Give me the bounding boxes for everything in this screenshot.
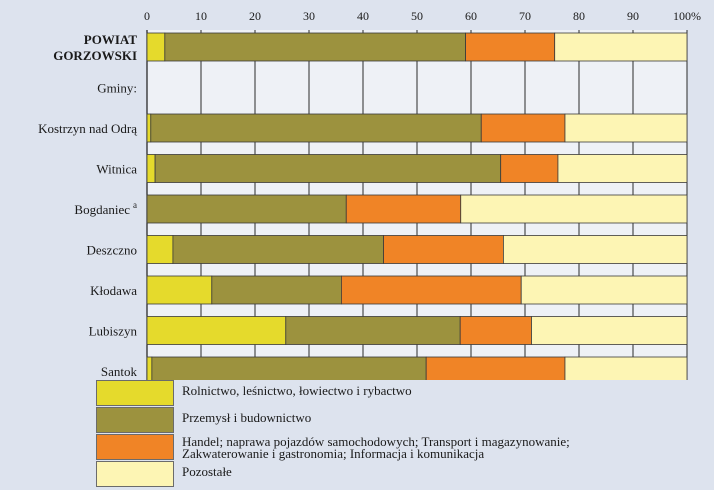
row-label-line: POWIAT bbox=[84, 32, 138, 47]
bar-segment bbox=[465, 32, 556, 62]
x-tick-label: 60 bbox=[465, 9, 477, 23]
row-label-line: GORZOWSKI bbox=[53, 48, 137, 63]
bar-segment bbox=[146, 194, 347, 224]
legend-label-industry: Przemysł i budownictwo bbox=[182, 410, 312, 425]
x-tick-label: 70 bbox=[519, 9, 531, 23]
bar-segment bbox=[383, 235, 504, 264]
legend-swatch-other bbox=[96, 461, 174, 487]
bar-segment bbox=[172, 235, 384, 264]
row-label: Witnica bbox=[96, 162, 137, 177]
legend-item-industry: Przemysł i budownictwo bbox=[96, 407, 706, 434]
bar-segment bbox=[345, 194, 462, 224]
x-tick-label: 40 bbox=[357, 9, 369, 23]
legend-swatch-trade bbox=[96, 434, 174, 460]
x-tick-label: 90 bbox=[627, 9, 639, 23]
row-label: Kłodawa bbox=[90, 283, 137, 298]
row-label-footnote: a bbox=[133, 200, 137, 210]
row-label: Lubiszyn bbox=[89, 324, 138, 339]
legend-label-trade: Handel; naprawa pojazdów samochodowych; … bbox=[182, 434, 702, 461]
row-label: Gminy: bbox=[97, 81, 137, 96]
x-tick-label: 50 bbox=[411, 9, 423, 23]
bar-segment bbox=[164, 32, 467, 62]
legend-label-agriculture: Rolnictwo, leśnictwo, łowiectwo i rybact… bbox=[182, 383, 412, 398]
legend-label-other: Pozostałe bbox=[182, 464, 232, 479]
bar-segment bbox=[154, 154, 502, 183]
legend-item-trade: Handel; naprawa pojazdów samochodowych; … bbox=[96, 434, 706, 461]
bar-segment bbox=[557, 154, 688, 183]
bar-segment bbox=[146, 32, 166, 62]
legend-swatch-agriculture bbox=[96, 380, 174, 406]
bar-segment bbox=[151, 356, 427, 380]
legend-label-trade-line1: Handel; naprawa pojazdów samochodowych; … bbox=[182, 434, 570, 449]
chart: 0 10 20 30 40 50 60 70 80 90 100% POWIAT GORZOWSKI Gm… bbox=[38, 9, 701, 380]
legend-item-other: Pozostałe bbox=[96, 461, 706, 488]
x-tick-label: 30 bbox=[303, 9, 315, 23]
bar-segment bbox=[564, 356, 688, 380]
bar-segment bbox=[211, 275, 342, 305]
row-label: Kostrzyn nad Odrą bbox=[38, 121, 137, 136]
bar-segment bbox=[500, 154, 559, 183]
bar-segment bbox=[146, 113, 152, 143]
bar-segment bbox=[146, 275, 213, 305]
bar-segment bbox=[146, 235, 174, 264]
legend: Rolnictwo, leśnictwo, łowiectwo i rybact… bbox=[96, 380, 706, 488]
legend-label-trade-line2: Zakwaterowanie i gastronomia; Informacja… bbox=[182, 446, 485, 461]
bar-segment bbox=[146, 154, 156, 183]
row-label: Deszczno bbox=[86, 243, 137, 258]
bar-segment bbox=[564, 113, 688, 143]
bar-segment bbox=[285, 316, 461, 345]
bar-segment bbox=[460, 194, 688, 224]
x-tick-label: 80 bbox=[573, 9, 585, 23]
bar-segment bbox=[150, 113, 482, 143]
row-label: Santok bbox=[101, 364, 138, 379]
x-tick-label: 20 bbox=[249, 9, 261, 23]
legend-swatch-industry bbox=[96, 407, 174, 433]
bar-segment bbox=[531, 316, 688, 345]
bar-segment bbox=[502, 235, 688, 264]
bar-segment bbox=[459, 316, 532, 345]
bar-segment bbox=[480, 113, 566, 143]
x-tick-label: 10 bbox=[195, 9, 207, 23]
bar-segment bbox=[425, 356, 566, 380]
row-label: Bogdaniec bbox=[74, 202, 130, 217]
bar-segment bbox=[146, 356, 153, 380]
x-tick-label: 0 bbox=[144, 9, 150, 23]
bar-segment bbox=[520, 275, 688, 305]
x-tick-label: 100% bbox=[673, 9, 701, 23]
legend-item-agriculture: Rolnictwo, leśnictwo, łowiectwo i rybact… bbox=[96, 380, 706, 407]
bar-segment bbox=[554, 32, 688, 62]
bar-segment bbox=[146, 316, 287, 345]
bar-segment bbox=[340, 275, 522, 305]
